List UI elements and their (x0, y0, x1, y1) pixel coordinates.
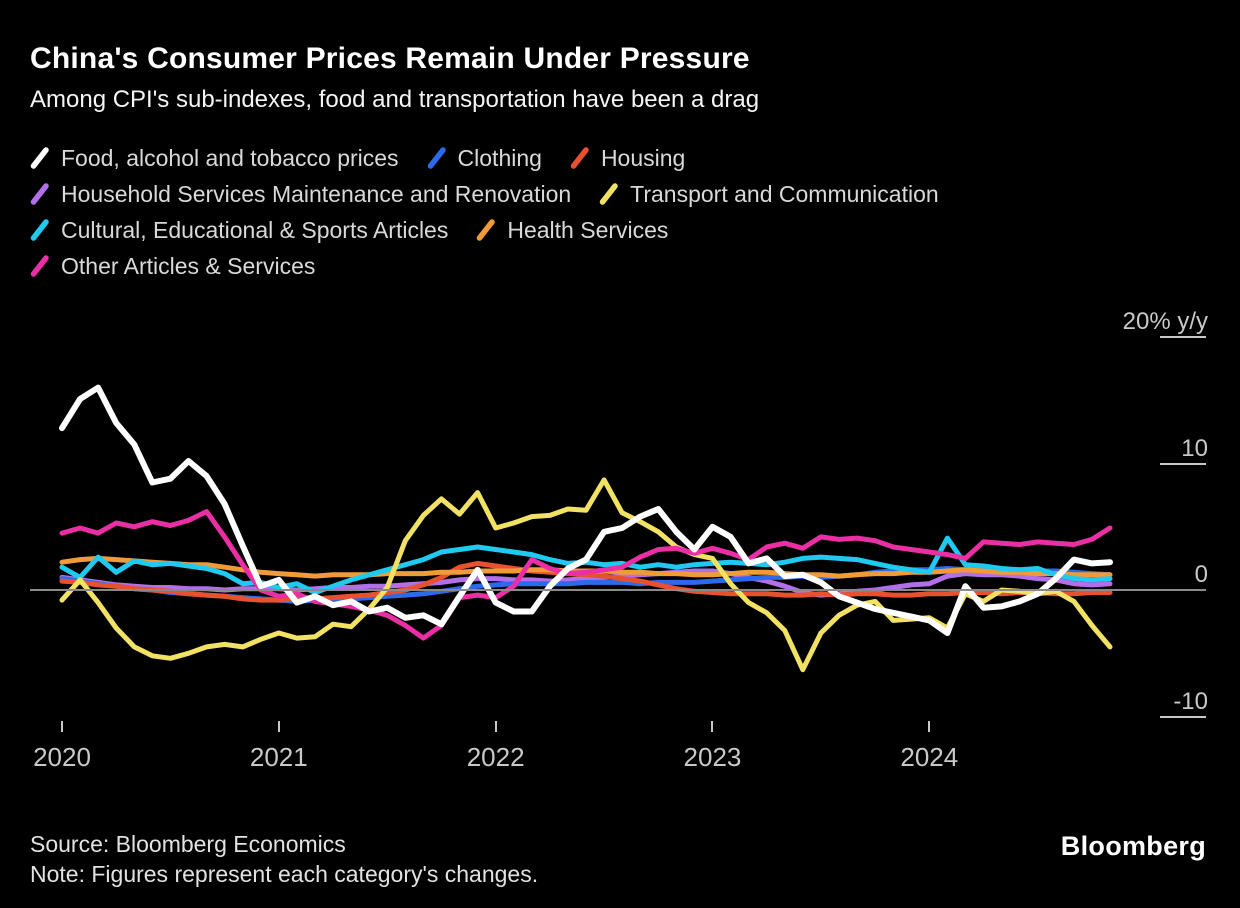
x-axis-label-2020: 2020 (33, 742, 91, 772)
legend-item-housing: Housing (570, 145, 685, 172)
legend-item-household-services-maintenance-and-renovation: Household Services Maintenance and Renov… (30, 181, 571, 208)
series-line-other-articles-services (59, 509, 1113, 641)
figure-note: Note: Figures represent each category's … (30, 861, 539, 887)
series-slash-icon (30, 147, 49, 169)
x-axis-tick-2020 (61, 721, 63, 732)
series-slash-icon (599, 183, 618, 205)
legend-item-transport-and-communication: Transport and Communication (599, 181, 939, 208)
chart-title: China's Consumer Prices Remain Under Pre… (30, 42, 750, 75)
legend-item-clothing: Clothing (427, 145, 542, 172)
series-slash-icon (570, 147, 589, 169)
legend-label: Housing (600, 144, 686, 171)
legend-row-3: Cultural, Educational & Sports Articles H… (30, 212, 967, 248)
legend-row-2: Household Services Maintenance and Renov… (30, 176, 967, 212)
zero-gridline (30, 589, 1206, 591)
x-axis-label-2021: 2021 (249, 742, 308, 772)
y-axis-label-0: 0 (1194, 561, 1208, 588)
y-axis-dash--10 (1160, 715, 1206, 718)
x-axis-tick-2024 (928, 721, 931, 732)
y-axis-dash-20 (1160, 336, 1206, 338)
x-axis-label-2024: 2024 (900, 742, 959, 772)
chart-subtitle: Among CPI's sub-indexes, food and transp… (30, 86, 760, 113)
legend-item-food-alcohol-and-tobacco-prices: Food, alcohol and tobacco prices (30, 145, 399, 172)
source-note: Source: Bloomberg Economics (30, 831, 346, 857)
y-axis-label-20: 20% y/y (1122, 308, 1208, 335)
legend-label: Household Services Maintenance and Renov… (61, 180, 572, 207)
x-axis-tick-2022 (494, 721, 497, 732)
legend-row-4: Other Articles & Services (30, 248, 967, 284)
x-axis-label-2022: 2022 (466, 742, 525, 772)
legend-label: Food, alcohol and tobacco prices (61, 144, 399, 171)
series-slash-icon (30, 183, 49, 205)
x-axis-label-2023: 2023 (683, 742, 742, 772)
y-axis-label-10: 10 (1181, 434, 1208, 462)
legend-label: Cultural, Educational & Sports Articles (61, 216, 449, 243)
legend: Food, alcohol and tobacco prices Clothing… (30, 140, 967, 284)
legend-label: Transport and Communication (630, 180, 939, 207)
y-axis-dash-10 (1160, 462, 1206, 465)
legend-label: Health Services (507, 216, 669, 243)
series-slash-icon (477, 219, 496, 241)
y-axis-label--10: -10 (1173, 687, 1208, 715)
x-axis-tick-2023 (711, 721, 714, 732)
legend-item-other-articles-services: Other Articles & Services (30, 253, 315, 280)
legend-row-1: Food, alcohol and tobacco prices Clothing… (30, 140, 967, 176)
legend-label: Other Articles & Services (61, 252, 316, 279)
legend-item-health-services: Health Services (476, 217, 668, 244)
x-axis-tick-2021 (277, 721, 280, 732)
legend-label: Clothing (457, 144, 542, 171)
series-slash-icon (30, 219, 49, 241)
legend-item-cultural-educational-sports-articles: Cultural, Educational & Sports Articles (30, 217, 448, 244)
series-slash-icon (30, 255, 49, 277)
series-slash-icon (427, 147, 446, 169)
bloomberg-logo: Bloomberg (1060, 831, 1206, 861)
series-line-food-alcohol-and-tobacco-prices (59, 384, 1113, 636)
